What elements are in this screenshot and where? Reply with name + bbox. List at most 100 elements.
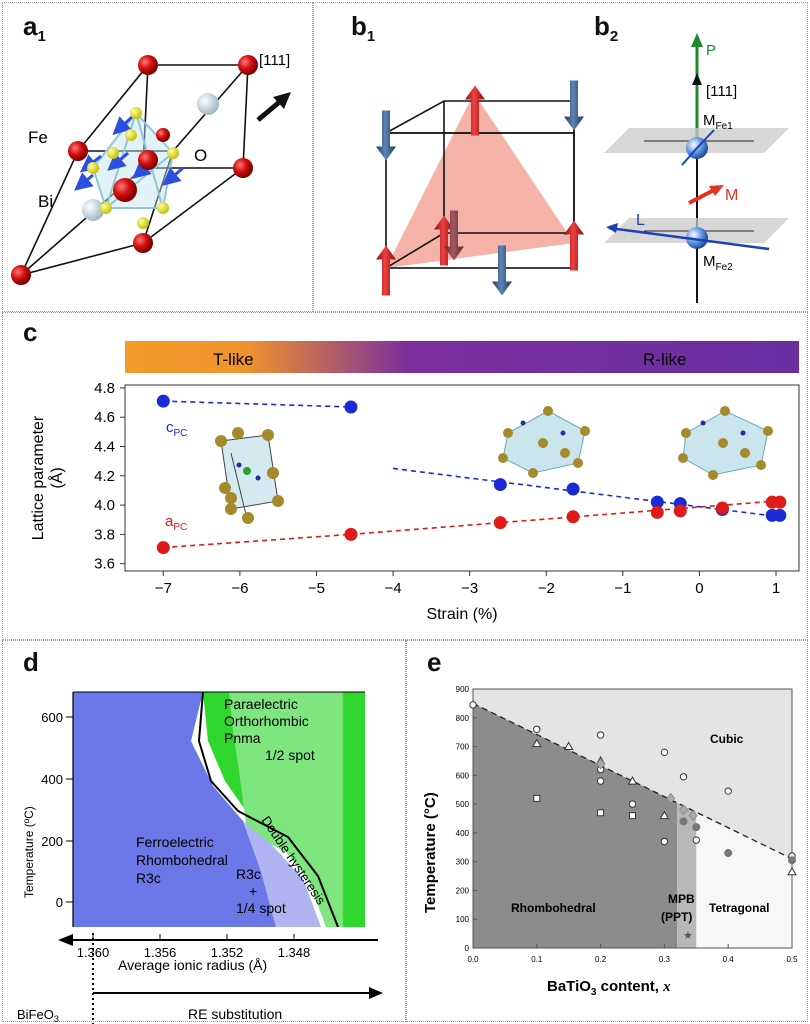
panel-label-b1: b1 [351,11,376,46]
e-point-open-circle [660,748,669,757]
e-point-diamond [688,809,698,822]
e-x-tick-label: 0.2 [595,955,607,964]
d-x-tick-label: 1.356 [144,945,177,960]
cubic-label: Cubic [710,732,744,746]
mpb-region [677,802,697,948]
e-point-open-circle [724,787,732,795]
tetragonal-label: Tetragonal [709,901,769,915]
panel-c: c T-like R-like −7 −6 −5 −4 −3 −2 −1 0 1 3.6 3.8 4.… [2,312,808,640]
a-pc-label: aPC [165,513,187,533]
tetragonal-structure-inset [215,427,284,524]
e-y-tick-label: 800 [456,714,470,723]
e-point-diamond [596,758,606,770]
e-point-triangle [659,810,670,820]
e-point-open-circle [628,800,637,808]
c-x-tick-label: −2 [538,580,555,597]
c-data-point [773,495,787,509]
e-point-open-circle [469,701,477,709]
re-substitution-label: RE substitution [188,1006,282,1022]
e-y-tick-label: 0 [465,944,470,953]
e-point-square [533,794,541,802]
c-y-tick-label: 4.6 [94,409,115,426]
c-y-tick-label: 3.6 [94,556,115,573]
mpb-label: MPB [668,892,695,906]
e-point-diamond [666,792,676,804]
c-y-axis-label: Lattice parameter (Å) [30,415,66,540]
c-y-tick-label: 4.8 [94,380,115,397]
e-point-triangle [627,776,638,785]
c-y-tick-label: 3.8 [94,526,115,543]
c-x-tick-label: −7 [155,580,172,597]
paraelectric-region-label: Paraelectric Orthorhombic Pnma1/2 spot [224,696,315,763]
c-y-tick-label: 4.0 [94,497,115,514]
c-x-tick-label: −1 [614,580,631,597]
strain-color-bar [125,341,799,373]
c-x-tick-label: −4 [385,580,402,597]
magnetic-structure-diagram: P [111] MFe1 M L MFe2 [376,33,789,303]
c-data-point [650,505,664,519]
c-x-axis-label: Strain (%) [426,606,497,623]
bifeo3-label: BiFeO3 [17,1007,59,1024]
e-point-filled-circle [788,856,796,865]
e-point-open-circle [533,725,541,733]
e-point-filled-circle [724,849,733,858]
c-plot-frame [124,384,800,572]
c-data-point [673,504,687,518]
e-y-tick-label: 700 [456,743,470,752]
d-y-tick-label: 200 [41,834,63,849]
e-point-open-circle [660,837,669,846]
tetragonal-region [696,812,792,948]
panel-a1: a1 [2,2,313,312]
t-like-label: T-like [213,350,254,369]
mixed-region-label: R3c +1/4 spot [236,866,286,916]
e-y-tick-label: 400 [456,829,470,838]
c-x-tick-label: −5 [308,580,325,597]
e-point-triangle [563,741,574,751]
c-data-point [650,495,664,509]
direction-111-label-b2: [111] [706,83,737,100]
l-label: L [636,212,645,229]
panel-d: d 1.360 1.356 1.352 1.348 0 200 400 600 Paraele… [2,640,406,1024]
c-pc-label: cPC [166,419,187,439]
panel-label-e: e [427,647,442,677]
e-point-square [629,812,636,820]
panel-label-c: c [23,317,38,347]
phase-boundary-line [472,702,793,860]
e-y-tick-label: 300 [456,858,470,867]
d-x-tick-label: 1.352 [211,945,244,960]
batio3-phase-diagram: 0.0 0.1 0.2 0.3 0.4 0.5 0 100 200 300 400 500 600 700… [422,685,798,998]
d-x-tick-label: 1.360 [77,945,110,960]
m-fe1-label: MFe1 [703,112,733,132]
e-y-tick-label: 500 [456,800,470,809]
c-trend-line [350,499,780,536]
rhombohedral-region [473,703,678,948]
lattice-parameter-chart: T-like R-like −7 −6 −5 −4 −3 −2 −1 0 1 3.6 3.8 4.0 4… [30,341,800,623]
d-y-axis-label: Temperature (ºC) [22,806,36,898]
e-point-open-circle [596,777,605,785]
c-data-point [715,501,729,515]
c-y-tick-label: 4.4 [94,439,115,456]
c-y-tick-label: 4.2 [94,468,115,485]
d-x-tick-label: 1.348 [278,945,311,960]
e-x-axis-label: BaTiO3 content, x [547,978,671,998]
c-data-point [773,508,787,522]
e-y-tick-label: 100 [456,915,470,924]
c-data-point [493,478,507,492]
c-data-point [156,541,170,555]
c-x-tick-label: 1 [772,580,780,597]
e-point-filled-circle [692,823,701,832]
e-point-filled-circle [679,817,688,826]
c-trend-line [163,533,351,549]
o-atom-label: O [194,146,207,165]
e-x-tick-label: 0.1 [531,955,543,964]
e-x-tick-label: 0.3 [659,955,671,964]
e-point-open-circle [679,773,688,781]
d-y-tick-label: 600 [41,710,63,725]
c-trend-line [163,400,351,408]
e-y-axis-label: Temperature (°C) [422,792,439,913]
e-point-triangle [531,738,542,748]
panel-e: e 0.0 0.1 0.2 0.3 0.4 0.5 0 100 200 300 400 500 600 7… [406,640,808,1022]
c-data-point [493,516,507,530]
e-x-tick-label: 0.4 [723,955,735,964]
d-x-axis-label: Average ionic radius (Å) [118,957,267,973]
